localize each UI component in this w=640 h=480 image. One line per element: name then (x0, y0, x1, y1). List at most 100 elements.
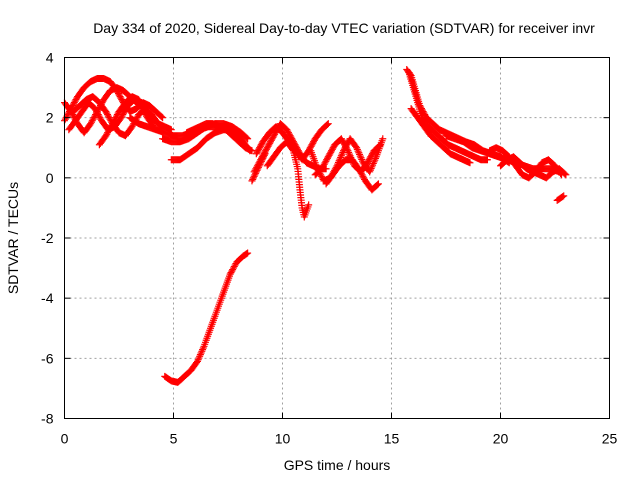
data-point (257, 159, 265, 167)
data-point (114, 88, 122, 96)
data-point (105, 114, 113, 122)
data-point (268, 135, 276, 143)
y-tick-label: 2 (46, 110, 54, 126)
data-point (368, 151, 376, 159)
series-arc-e (95, 93, 175, 149)
data-point (288, 145, 296, 153)
series-arc-j (161, 249, 252, 386)
x-tick-label: 20 (493, 431, 509, 447)
data-point (483, 156, 491, 164)
data-point (366, 166, 374, 174)
data-point (369, 161, 377, 169)
data-point (352, 142, 360, 150)
y-axis-tick-labels: -8 -6 -4 -2 0 2 4 (41, 50, 54, 427)
data-point (65, 109, 73, 117)
data-point (251, 171, 259, 179)
data-point (283, 126, 291, 134)
data-point (322, 157, 330, 165)
data-point (373, 181, 381, 189)
data-point (264, 142, 272, 150)
data-point (110, 117, 118, 125)
data-point (243, 250, 251, 258)
data-point (374, 180, 382, 188)
data-point (244, 135, 252, 143)
data-point (358, 155, 366, 163)
data-point (329, 144, 337, 152)
data-point (103, 109, 111, 117)
data-point (369, 159, 377, 167)
data-point (228, 267, 236, 275)
data-point (116, 93, 124, 101)
data-point (320, 160, 328, 168)
y-tick-label: -6 (41, 350, 54, 366)
x-tick-label: 5 (170, 431, 178, 447)
data-point (562, 171, 570, 179)
data-point (326, 150, 334, 158)
data-point (355, 165, 363, 173)
data-point (317, 172, 325, 180)
data-point (341, 142, 349, 150)
data-point (252, 150, 260, 158)
data-point (356, 152, 364, 160)
series-arc-x (553, 192, 568, 204)
data-point (261, 150, 269, 158)
data-point (376, 142, 384, 150)
data-point (359, 172, 367, 180)
series-arc-h (167, 126, 245, 164)
axis-ticks-layer (64, 57, 610, 419)
data-point (325, 151, 333, 159)
data-point (328, 145, 336, 153)
data-point (230, 263, 238, 271)
data-point (102, 132, 110, 140)
data-point (253, 148, 261, 156)
chart-title: Day 334 of 2020, Sidereal Day-to-day VTE… (93, 20, 595, 36)
data-point (259, 154, 267, 162)
data-point (70, 99, 78, 107)
data-point (61, 115, 69, 123)
data-point (337, 135, 345, 143)
data-point (265, 141, 273, 149)
data-point (256, 142, 264, 150)
data-point (89, 115, 97, 123)
data-point (358, 157, 366, 165)
series-arc-w (497, 153, 570, 182)
data-point (111, 115, 119, 123)
data-point (72, 96, 80, 104)
x-tick-label: 15 (384, 431, 400, 447)
series-arc-m (263, 138, 313, 221)
data-point (318, 165, 326, 173)
x-tick-label: 0 (61, 431, 69, 447)
data-point (92, 106, 100, 114)
data-point (248, 177, 256, 185)
data-point (269, 133, 277, 141)
data-point (262, 145, 270, 153)
data-point (108, 121, 116, 129)
data-point (104, 129, 112, 137)
data-point (69, 100, 77, 108)
data-point (117, 94, 125, 102)
data-point (345, 148, 353, 156)
data-point (236, 131, 244, 139)
data-point (91, 105, 99, 113)
data-point (193, 359, 201, 367)
data-point (339, 138, 347, 146)
data-point (368, 150, 376, 158)
data-point (366, 168, 374, 176)
data-point (356, 150, 364, 158)
data-point (364, 159, 372, 167)
data-point (254, 165, 262, 173)
data-point (112, 114, 120, 122)
data-point (260, 153, 268, 161)
data-point (231, 261, 239, 269)
data-point (305, 145, 313, 153)
data-point (255, 145, 263, 153)
data-point (197, 349, 205, 357)
data-point (199, 346, 207, 354)
y-axis-title: SDTVAR / TECUs (5, 182, 21, 294)
data-point (115, 91, 123, 99)
data-point (257, 141, 265, 149)
data-point (104, 111, 112, 119)
data-point (324, 120, 332, 128)
data-point (357, 169, 365, 177)
data-point (128, 123, 136, 131)
